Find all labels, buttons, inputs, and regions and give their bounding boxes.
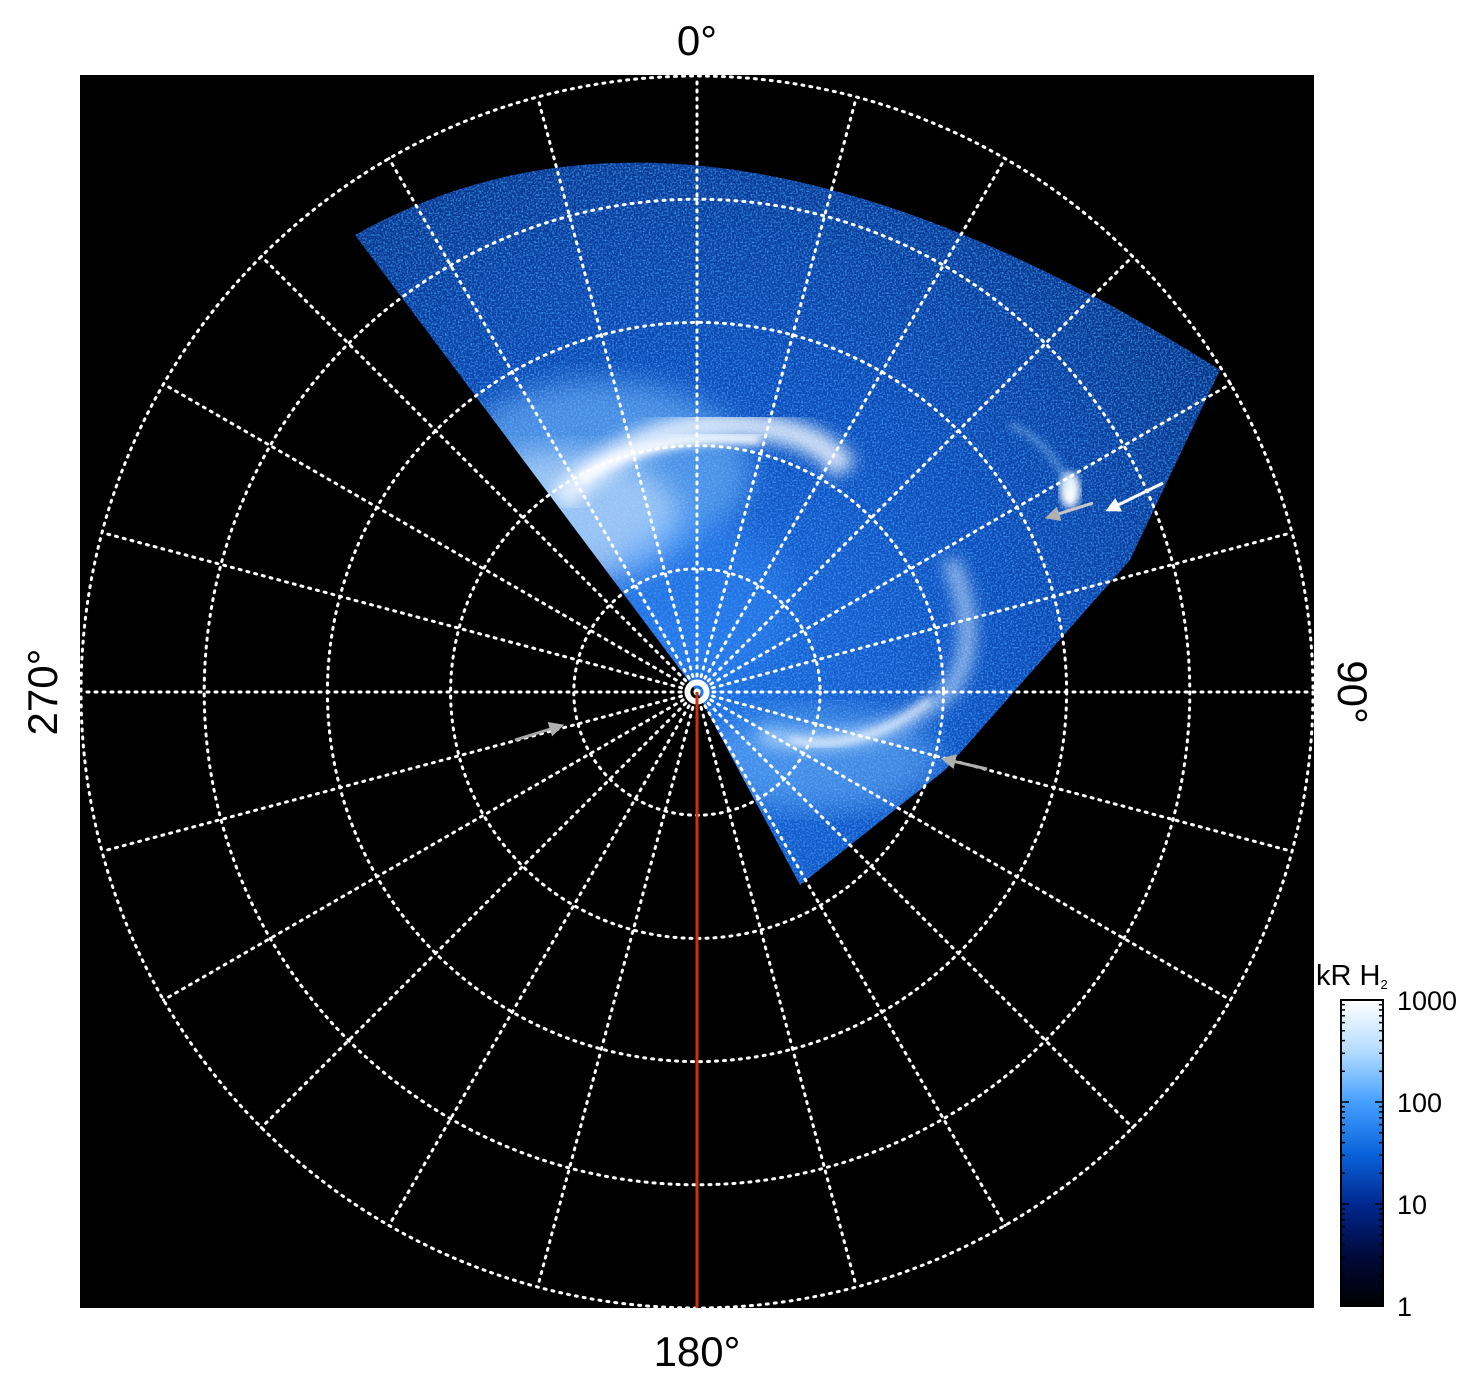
grid-ring [202, 197, 1192, 1187]
grid-spoke [695, 690, 1232, 1002]
grid-spoke [387, 157, 699, 694]
grid-ring [80, 75, 1314, 1308]
colorbar-minor-ticks [1341, 999, 1383, 1307]
grid-spoke [100, 531, 699, 694]
grid-spoke [695, 382, 1232, 694]
angle-label-right: 90° [1329, 660, 1376, 724]
colorbar-tick-label: 1 [1397, 1292, 1412, 1322]
grid-spoke [695, 690, 1135, 1130]
grid-spoke [100, 690, 699, 853]
colorbar-title: kR H2 [1316, 960, 1388, 992]
colorbar-tick-labels: 1000 100 10 1 [1397, 986, 1457, 1322]
grid-spoke [162, 690, 699, 1002]
angle-label-left: 270° [19, 649, 66, 736]
grid-spoke [695, 254, 1135, 694]
colorbar-scale [1340, 999, 1384, 1307]
angle-label-bottom: 180° [654, 1328, 741, 1375]
gray-arrow-dawn [940, 754, 988, 771]
grid-spoke [536, 95, 699, 694]
grid-spoke [695, 531, 1294, 694]
grid-spoke [536, 690, 699, 1289]
angle-label-top: 0° [677, 17, 717, 64]
grid-spoke [695, 690, 1294, 853]
grid-spoke [695, 690, 858, 1289]
colorbar-tick-label: 10 [1397, 1190, 1427, 1220]
colorbar-tick-label: 1000 [1397, 986, 1457, 1016]
colorbar: kR H2 1000 100 10 1 [1316, 960, 1457, 1322]
colorbar-tick-label: 100 [1397, 1088, 1442, 1118]
grid-spoke [162, 382, 699, 694]
white-arrow [1105, 481, 1164, 512]
grid-spoke [259, 254, 699, 694]
grid-spoke [387, 690, 699, 1227]
annotation-arrows [514, 481, 1164, 771]
gray-arrow-night [514, 722, 565, 742]
polar-grid [80, 75, 1314, 1308]
grid-spoke [259, 690, 699, 1130]
grid-spoke [695, 95, 858, 694]
grid-spoke [695, 157, 1007, 694]
grid-spoke [695, 690, 1007, 1227]
gray-arrow-footprint [1044, 501, 1094, 521]
